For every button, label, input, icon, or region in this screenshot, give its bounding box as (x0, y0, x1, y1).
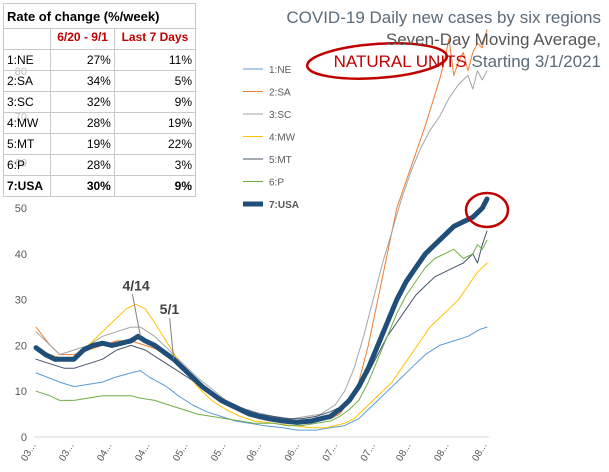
legend-label: 6:P (269, 178, 284, 189)
row-last7-value: 3% (113, 154, 197, 176)
row-period-value: 28% (50, 154, 115, 176)
legend-label: 1:NE (269, 65, 292, 76)
row-label: 2:SA (2, 70, 52, 92)
row-label: 6:P (2, 154, 52, 176)
row-period-value: 27% (50, 49, 115, 71)
y-tick-label: 0 (21, 432, 27, 444)
row-period-value: 32% (50, 91, 115, 113)
x-tick-label: 08... (432, 441, 451, 463)
series-line-6p (35, 239, 488, 427)
row-last7-value: 9% (113, 91, 197, 113)
x-tick-label: 05... (171, 441, 190, 463)
row-label: 7:USA (2, 175, 52, 197)
x-tick-label: 06... (283, 441, 302, 463)
legend-label: 7:USA (269, 200, 299, 211)
chart-subtitle: Seven-Day Moving Average, (385, 30, 601, 49)
series-line-7usa (33, 196, 490, 425)
table-row: 1:NE 27% 11% (2, 49, 197, 71)
table-row: 7:USA 30% 9% (2, 175, 197, 197)
row-period-value: 28% (50, 112, 115, 134)
x-tick-label: 03... (19, 441, 38, 463)
header-period: 6/20 - 9/1 (50, 28, 115, 50)
y-tick-label: 10 (15, 386, 27, 398)
x-tick-label: 08... (470, 441, 489, 463)
y-tick-label: 40 (15, 249, 27, 261)
row-label: 3:SC (2, 91, 52, 113)
x-tick-label: 07... (321, 441, 340, 463)
header-last7: Last 7 Days (113, 28, 197, 50)
row-label: 1:NE (2, 49, 52, 71)
row-last7-value: 22% (113, 133, 197, 155)
row-period-value: 19% (50, 133, 115, 155)
y-tick-label: 30 (15, 295, 27, 307)
table-row: 4:MW 28% 19% (2, 112, 197, 134)
row-period-value: 30% (50, 175, 115, 197)
annotation-leader (131, 294, 141, 337)
x-tick-label: 05... (209, 441, 228, 463)
x-tick-label: 07... (359, 441, 378, 463)
row-label: 5:MT (2, 133, 52, 155)
table-row: 3:SC 32% 9% (2, 91, 197, 113)
row-last7-value: 19% (113, 112, 197, 134)
chart-title-block: COVID-19 Daily new cases by six regions … (286, 7, 601, 73)
legend-label: 5:MT (269, 155, 292, 166)
x-tick-label: 03... (57, 441, 76, 463)
row-label: 4:MW (2, 112, 52, 134)
legend-label: 2:SA (269, 88, 291, 99)
chart-start-label: Starting 3/1/2021 (471, 52, 601, 71)
x-tick-label: 04... (95, 441, 114, 463)
rate-of-change-table: Rate of change (%/week) 6/20 - 9/1 Last … (2, 3, 197, 197)
row-last7-value: 9% (113, 175, 197, 197)
legend-label: 4:MW (269, 133, 296, 144)
table-row: 6:P 28% 3% (2, 154, 197, 176)
natural-units-label: NATURAL UNITS (333, 52, 467, 71)
annotation-label: 4/14 (122, 277, 149, 293)
table-title: Rate of change (%/week) (3, 3, 196, 29)
series-line-3sc (35, 70, 488, 420)
row-last7-value: 11% (113, 49, 197, 71)
endpoint-highlight-circle (464, 191, 510, 229)
chart-title: COVID-19 Daily new cases by six regions (286, 8, 601, 27)
y-tick-label: 50 (15, 203, 27, 215)
x-tick-label: 06... (245, 441, 264, 463)
table-corner (2, 28, 52, 50)
series-line-5mt (35, 230, 488, 420)
row-period-value: 34% (50, 70, 115, 92)
y-tick-label: 20 (15, 340, 27, 352)
natural-units-highlight-circle (305, 42, 449, 80)
legend-label: 3:SC (269, 110, 291, 121)
annotation-leader (169, 318, 175, 360)
table-row: 2:SA 34% 5% (2, 70, 197, 92)
series-line-1ne (35, 326, 488, 431)
annotation-label: 5/1 (160, 301, 180, 317)
x-tick-label: 08... (394, 441, 413, 463)
row-last7-value: 5% (113, 70, 197, 92)
x-tick-label: 04... (133, 441, 152, 463)
table-row: 5:MT 19% 22% (2, 133, 197, 155)
